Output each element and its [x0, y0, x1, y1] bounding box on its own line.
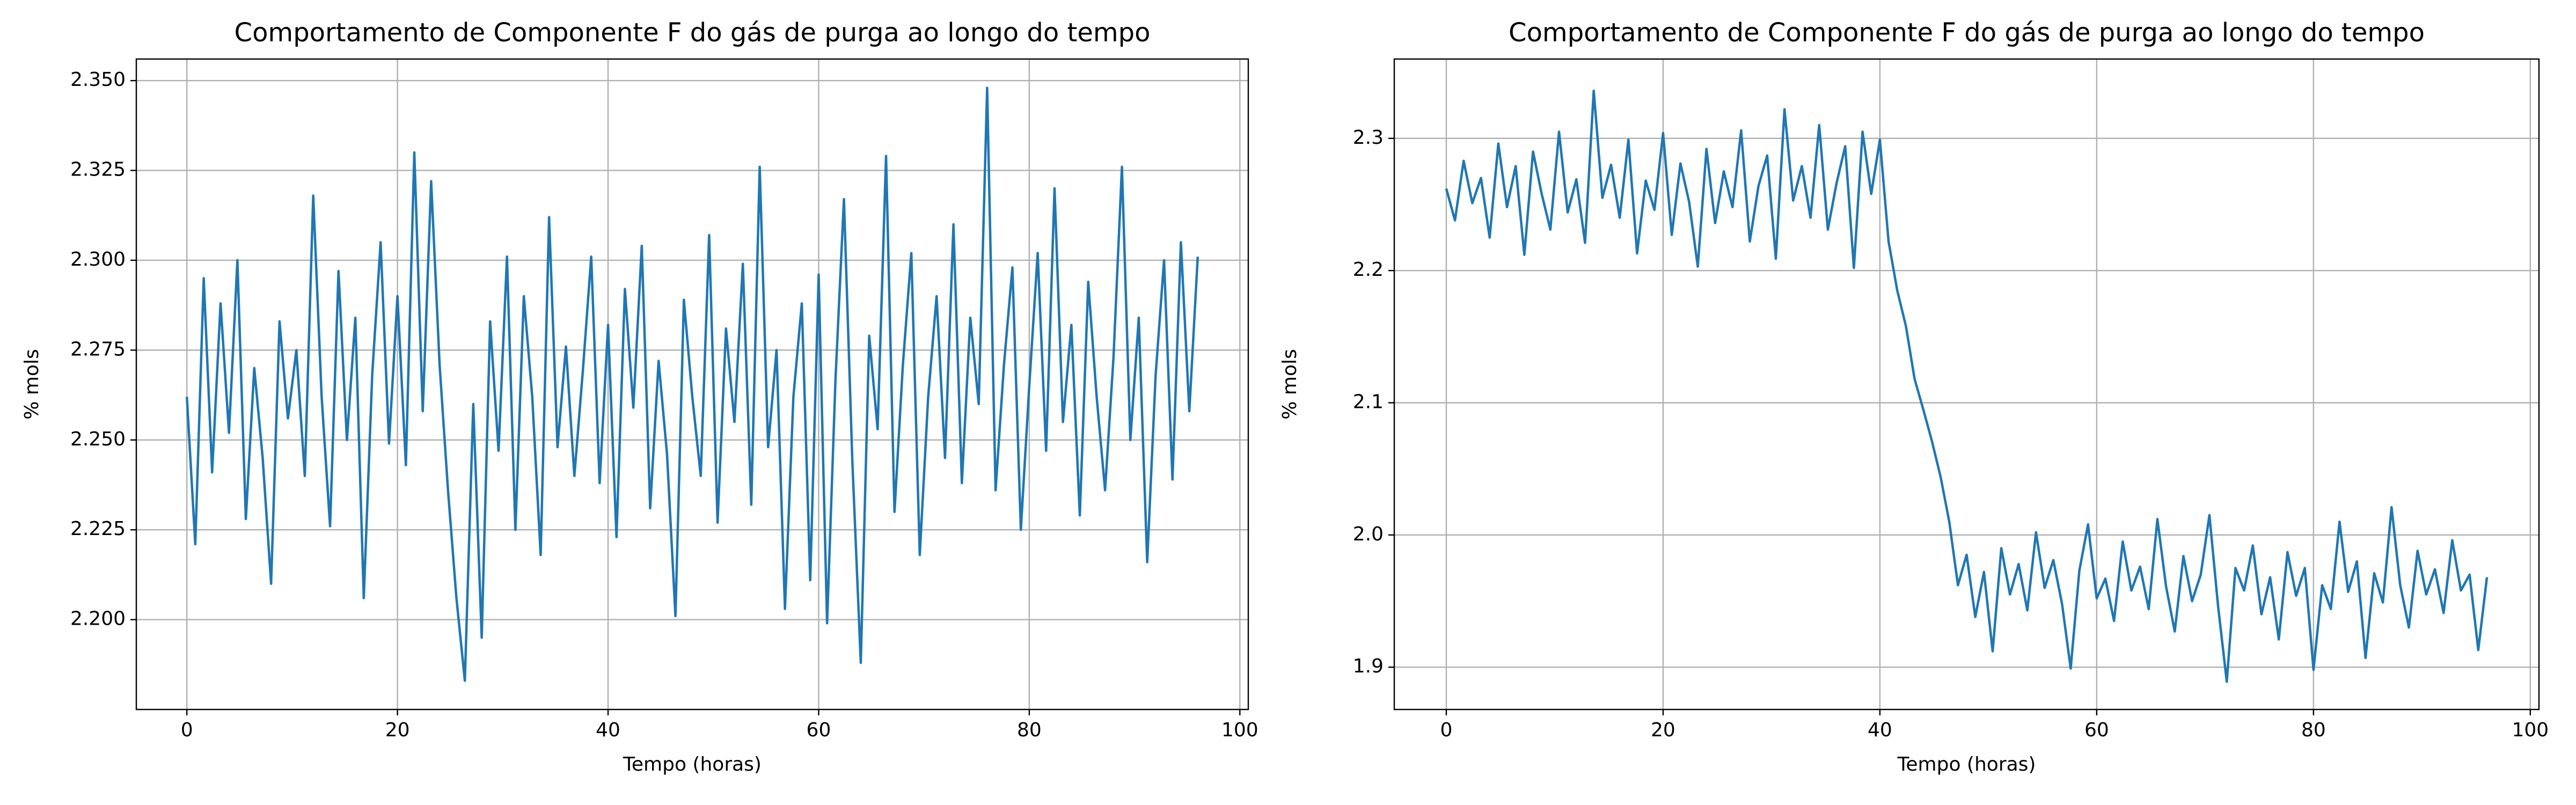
y-tick-label: 2.300: [70, 248, 126, 270]
y-axis-label: % mols: [1279, 349, 1301, 420]
y-tick-label: 2.325: [70, 159, 126, 181]
axes-frame: [1393, 58, 2540, 711]
x-axis-label: Tempo (horas): [1897, 753, 2036, 775]
y-tick-label: 2.350: [70, 69, 126, 91]
x-tick-label: 60: [807, 719, 831, 741]
x-tick-label: 40: [596, 719, 620, 741]
axes-frame: [135, 58, 1249, 711]
y-tick-label: 2.3: [1353, 127, 1384, 149]
y-tick-label: 2.275: [70, 338, 126, 360]
y-axis-label: % mols: [21, 349, 43, 420]
y-tick-label: 2.2: [1353, 259, 1384, 281]
x-tick-label: 60: [2084, 719, 2109, 741]
x-tick-label: 0: [1440, 719, 1453, 741]
chart-title: Comportamento de Componente F do gás de …: [1509, 18, 2425, 48]
y-tick-label: 2.225: [70, 518, 126, 540]
x-tick-label: 40: [1868, 719, 1892, 741]
y-tick-label: 1.9: [1353, 655, 1384, 677]
x-tick-label: 20: [385, 719, 410, 741]
chart-title: Comportamento de Componente F do gás de …: [235, 18, 1151, 48]
x-tick-label: 0: [181, 719, 193, 741]
y-tick-label: 2.250: [70, 428, 126, 450]
y-tick-label: 2.1: [1353, 391, 1384, 413]
y-tick-label: 2.0: [1353, 523, 1384, 545]
data-line: [185, 86, 1199, 682]
x-tick-label: 100: [1221, 719, 1258, 741]
x-tick-label: 100: [2512, 719, 2549, 741]
data-line: [1445, 89, 2489, 683]
y-tick-label: 2.200: [70, 608, 126, 630]
x-tick-label: 80: [2301, 719, 2326, 741]
x-tick-label: 20: [1651, 719, 1675, 741]
x-axis-label: Tempo (horas): [623, 753, 762, 775]
x-tick-label: 80: [1017, 719, 1042, 741]
